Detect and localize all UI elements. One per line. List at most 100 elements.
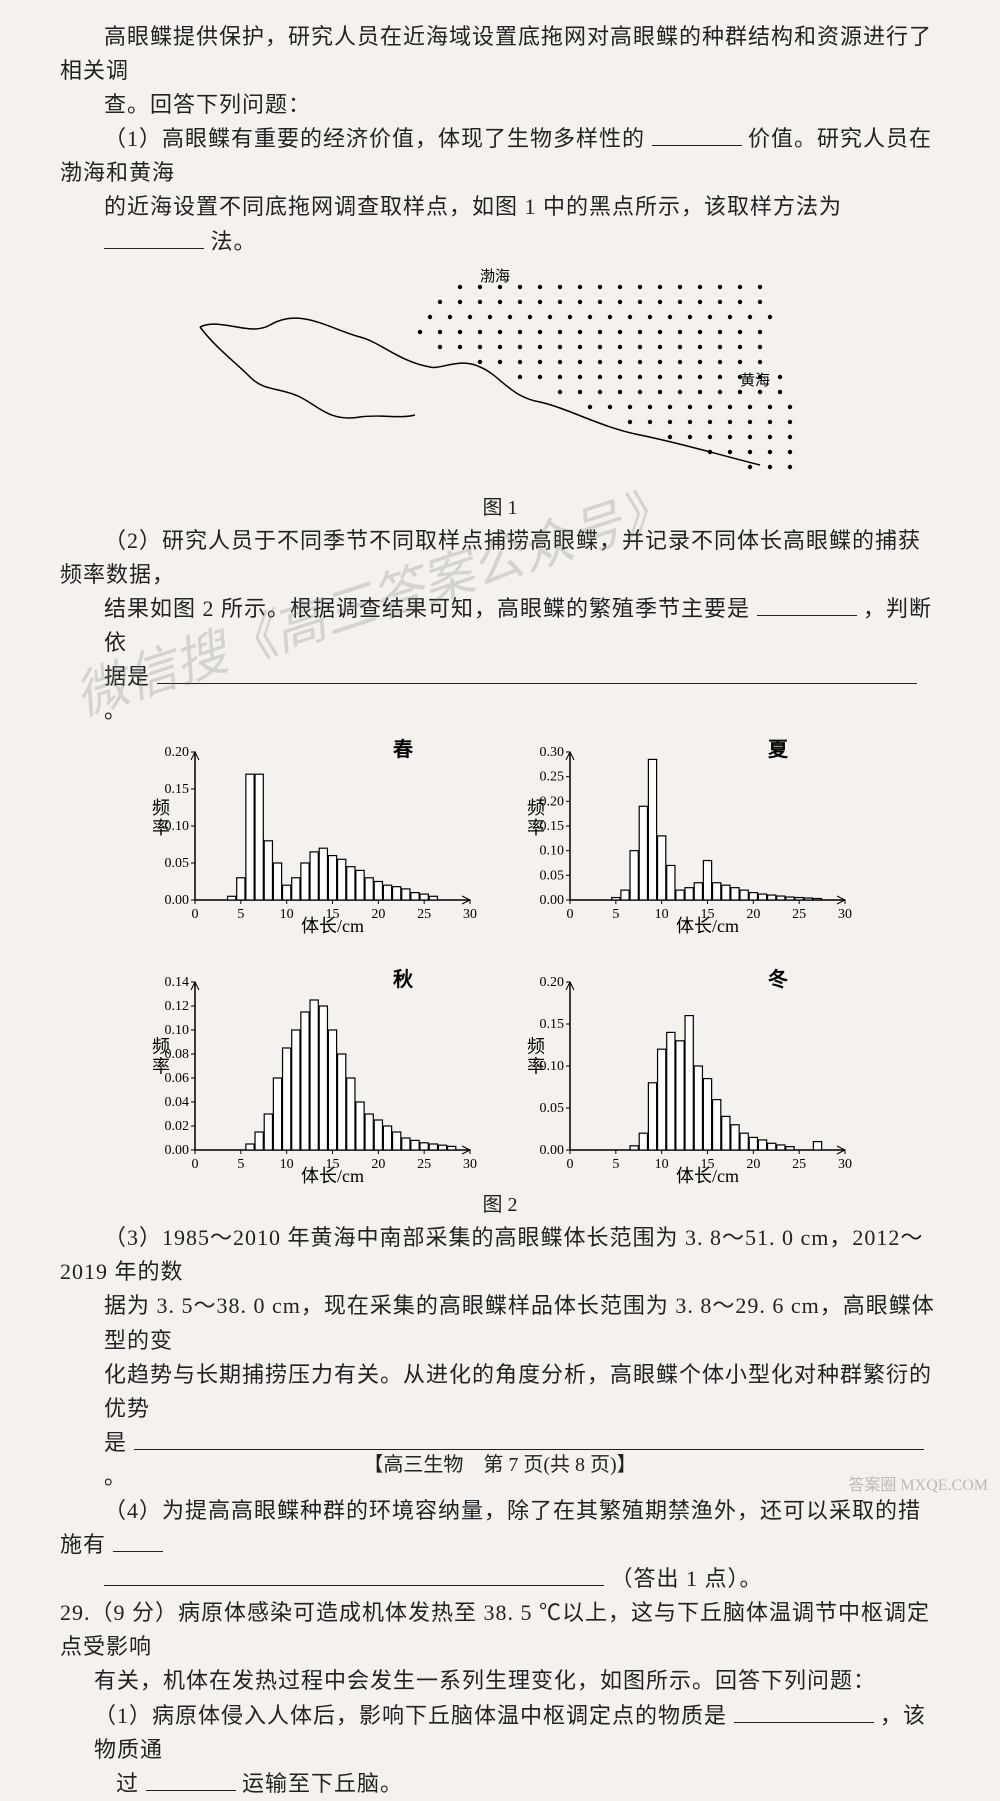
q1-line2a: 的近海设置不同底拖网调查取样点，如图 1 中的黑点所示，该取样方法为: [104, 194, 842, 219]
q2-blank1[interactable]: [757, 594, 857, 616]
q4-tail: （答出 1 点）。: [611, 1566, 763, 1591]
svg-text:0.30: 0.30: [540, 745, 565, 760]
svg-text:0.14: 0.14: [165, 975, 190, 990]
svg-text:30: 30: [463, 1157, 477, 1172]
q4-line1: （4）为提高高眼鲽种群的环境容纳量，除了在其繁殖期禁渔外，还可以采取的措施有: [60, 1494, 940, 1562]
svg-text:0.12: 0.12: [165, 999, 190, 1014]
svg-text:25: 25: [417, 907, 431, 922]
svg-text:渤海: 渤海: [480, 268, 510, 285]
svg-text:30: 30: [838, 907, 852, 922]
svg-text:夏: 夏: [768, 738, 789, 761]
svg-text:20: 20: [371, 907, 385, 922]
svg-text:体长/cm: 体长/cm: [301, 1166, 364, 1184]
svg-text:0: 0: [192, 907, 199, 922]
svg-text:0.00: 0.00: [540, 1143, 565, 1158]
q2-blank2[interactable]: [157, 662, 917, 684]
svg-text:秋: 秋: [393, 968, 414, 991]
svg-text:频: 频: [527, 1037, 545, 1057]
chart-summer: 0.000.050.100.150.200.250.30051015202530…: [515, 734, 860, 954]
q2-line2a: 结果如图 2 所示。根据调查结果可知，高眼鲽的繁殖季节主要是: [104, 596, 750, 621]
svg-text:体长/cm: 体长/cm: [676, 1166, 739, 1184]
svg-text:0.15: 0.15: [540, 1017, 565, 1032]
q3-line2: 据为 3. 5～38. 0 cm，现在采集的高眼鲽样品体长范围为 3. 8～29…: [60, 1289, 940, 1357]
corner-watermark: 答案圈 MXQE.COM: [848, 1477, 988, 1495]
q29-sub2a: 过: [116, 1771, 139, 1796]
q4-pre: （4）为提高高眼鲽种群的环境容纳量，除了在其繁殖期禁渔外，还可以采取的措施有: [60, 1498, 921, 1557]
svg-text:25: 25: [792, 1157, 806, 1172]
q4-blank1b[interactable]: [104, 1564, 604, 1586]
svg-text:0.20: 0.20: [540, 975, 565, 990]
svg-text:频: 频: [152, 1037, 170, 1057]
svg-text:10: 10: [280, 907, 294, 922]
q2-period: 。: [104, 698, 127, 723]
figure-1-caption: 图 1: [60, 491, 940, 520]
q1-blank2[interactable]: [104, 227, 204, 249]
svg-text:频: 频: [527, 798, 545, 818]
svg-text:黄海: 黄海: [740, 372, 770, 389]
svg-text:0.25: 0.25: [540, 770, 565, 785]
svg-text:0.02: 0.02: [165, 1119, 190, 1134]
svg-text:10: 10: [655, 907, 669, 922]
svg-text:0.04: 0.04: [165, 1095, 190, 1110]
svg-text:0: 0: [192, 1157, 199, 1172]
q3-blank1[interactable]: [134, 1428, 924, 1450]
svg-text:0.05: 0.05: [540, 1101, 565, 1116]
q2-line1: （2）研究人员于不同季节不同取样点捕捞高眼鲽，并记录不同体长高眼鲽的捕获频率数据…: [60, 524, 940, 592]
q29-blank2[interactable]: [146, 1769, 236, 1791]
svg-text:0.10: 0.10: [540, 844, 565, 859]
q29-line1: 29.（9 分）病原体感染可造成机体发热至 38. 5 ℃以上，这与下丘脑体温调…: [60, 1596, 940, 1664]
figure-1-map: 渤海黄海: [180, 267, 820, 487]
svg-text:20: 20: [746, 907, 760, 922]
q29-sub2: 过 运输至下丘脑。: [60, 1767, 940, 1801]
chart-autumn: 0.000.020.040.060.080.100.120.1405101520…: [140, 964, 485, 1184]
intro-line2: 查。回答下列问题：: [60, 88, 940, 122]
q1-blank1[interactable]: [652, 124, 742, 146]
q4-blank1a[interactable]: [113, 1530, 163, 1552]
q3-line3: 化趋势与长期捕捞压力有关。从进化的角度分析，高眼鲽个体小型化对种群繁衍的优势: [60, 1358, 940, 1426]
svg-text:冬: 冬: [768, 967, 788, 991]
svg-text:30: 30: [838, 1157, 852, 1172]
q29-sub1a: （1）病原体侵入人体后，影响下丘脑体温中枢调定点的物质是: [94, 1703, 727, 1728]
svg-text:10: 10: [280, 1157, 294, 1172]
svg-text:0: 0: [567, 907, 574, 922]
svg-text:30: 30: [463, 907, 477, 922]
chart-spring: 0.000.050.100.150.20051015202530春频率体长/cm: [140, 734, 485, 954]
svg-text:0: 0: [567, 1157, 574, 1172]
q2-line2: 结果如图 2 所示。根据调查结果可知，高眼鲽的繁殖季节主要是 ，判断依: [60, 592, 940, 660]
q29-sub2b: 运输至下丘脑。: [242, 1771, 403, 1796]
svg-text:5: 5: [612, 907, 619, 922]
q2-line3: 据是 。: [60, 660, 940, 728]
svg-text:率: 率: [152, 818, 170, 838]
svg-text:体长/cm: 体长/cm: [676, 916, 739, 934]
svg-text:频: 频: [152, 798, 170, 818]
svg-text:0.05: 0.05: [165, 856, 190, 871]
svg-text:0.00: 0.00: [165, 1143, 190, 1158]
svg-text:率: 率: [152, 1057, 170, 1077]
q29-sub1: （1）病原体侵入人体后，影响下丘脑体温中枢调定点的物质是 ，该物质通: [60, 1699, 940, 1767]
intro-line1: 高眼鲽提供保护，研究人员在近海域设置底拖网对高眼鲽的种群结构和资源进行了相关调: [60, 20, 940, 88]
svg-text:25: 25: [417, 1157, 431, 1172]
svg-text:0.00: 0.00: [165, 893, 190, 908]
svg-text:0.05: 0.05: [540, 869, 565, 884]
q1-line2b: 法。: [211, 229, 257, 254]
svg-text:体长/cm: 体长/cm: [301, 916, 364, 934]
q3-line1: （3）1985～2010 年黄海中南部采集的高眼鲽体长范围为 3. 8～51. …: [60, 1221, 940, 1289]
q29-line2: 有关，机体在发热过程中会发生一系列生理变化，如图所示。回答下列问题：: [60, 1664, 940, 1698]
svg-text:0.20: 0.20: [165, 745, 190, 760]
svg-text:率: 率: [527, 818, 545, 838]
svg-text:春: 春: [392, 737, 414, 761]
svg-text:5: 5: [237, 1157, 244, 1172]
svg-text:10: 10: [655, 1157, 669, 1172]
svg-text:25: 25: [792, 907, 806, 922]
figure-2-charts: 0.000.050.100.150.20051015202530春频率体长/cm…: [140, 734, 860, 1184]
svg-text:0.00: 0.00: [540, 893, 565, 908]
svg-text:5: 5: [612, 1157, 619, 1172]
figure-2-caption: 图 2: [60, 1188, 940, 1217]
q29-blank1[interactable]: [734, 1701, 874, 1723]
svg-text:20: 20: [371, 1157, 385, 1172]
svg-text:5: 5: [237, 907, 244, 922]
q2-line3a: 据是: [104, 664, 150, 689]
chart-winter: 0.000.050.100.150.20051015202530冬频率体长/cm: [515, 964, 860, 1184]
q1-pre: （1）高眼鲽有重要的经济价值，体现了生物多样性的: [104, 126, 645, 151]
svg-text:率: 率: [527, 1057, 545, 1077]
